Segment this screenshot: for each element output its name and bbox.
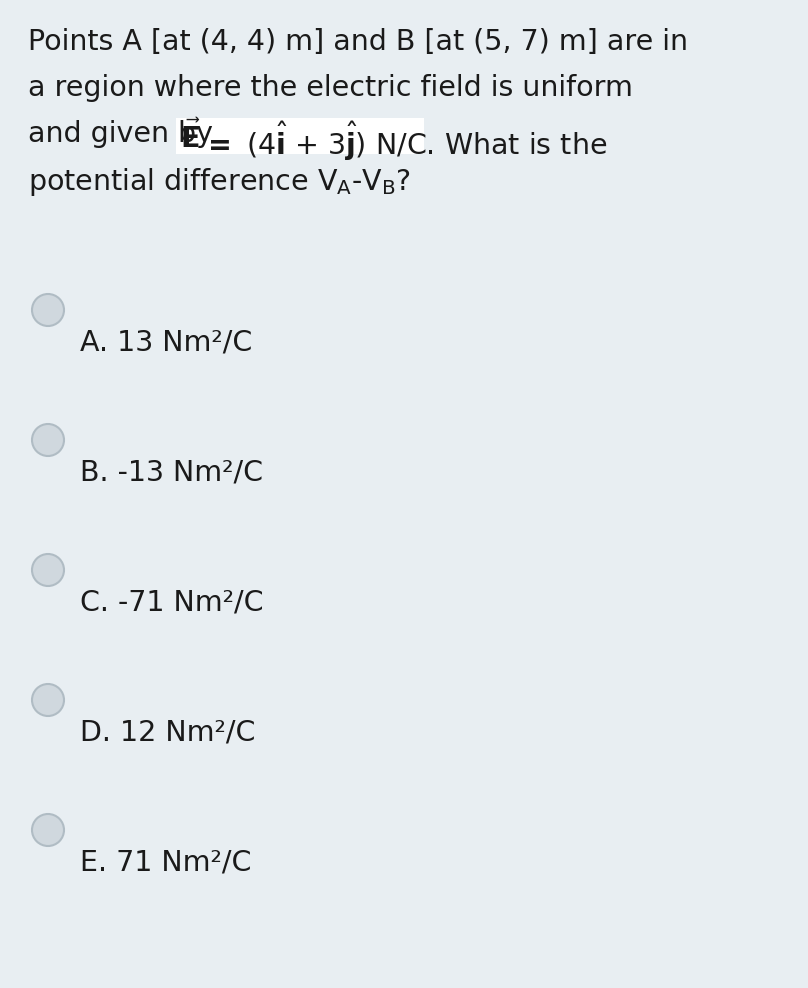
Text: D. 12 Nm²/C: D. 12 Nm²/C xyxy=(80,718,255,746)
Circle shape xyxy=(32,294,64,326)
Text: C. -71 Nm²/C: C. -71 Nm²/C xyxy=(80,588,263,616)
Text: potential difference V$_\mathregular{A}$-V$_\mathregular{B}$?: potential difference V$_\mathregular{A}$… xyxy=(28,166,411,198)
Circle shape xyxy=(32,684,64,716)
Circle shape xyxy=(32,814,64,846)
Text: $\mathbf{=}$ (4$\hat{\mathbf{i}}$ + 3$\hat{\mathbf{j}}$) N/C. What is the: $\mathbf{=}$ (4$\hat{\mathbf{i}}$ + 3$\h… xyxy=(202,120,608,163)
Text: and given by: and given by xyxy=(28,120,222,148)
Text: B. -13 Nm²/C: B. -13 Nm²/C xyxy=(80,458,263,486)
Text: A. 13 Nm²/C: A. 13 Nm²/C xyxy=(80,328,252,356)
FancyBboxPatch shape xyxy=(176,118,424,154)
Text: E. 71 Nm²/C: E. 71 Nm²/C xyxy=(80,848,251,876)
Text: a region where the electric field is uniform: a region where the electric field is uni… xyxy=(28,74,633,102)
Text: $\vec{\mathbf{E}}$: $\vec{\mathbf{E}}$ xyxy=(180,120,200,154)
Circle shape xyxy=(32,554,64,586)
Text: Points A [at (4, 4) m] and B [at (5, 7) m] are in: Points A [at (4, 4) m] and B [at (5, 7) … xyxy=(28,28,688,56)
Circle shape xyxy=(32,424,64,456)
